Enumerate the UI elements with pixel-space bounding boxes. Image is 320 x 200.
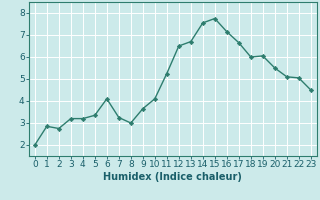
X-axis label: Humidex (Indice chaleur): Humidex (Indice chaleur)	[103, 172, 242, 182]
